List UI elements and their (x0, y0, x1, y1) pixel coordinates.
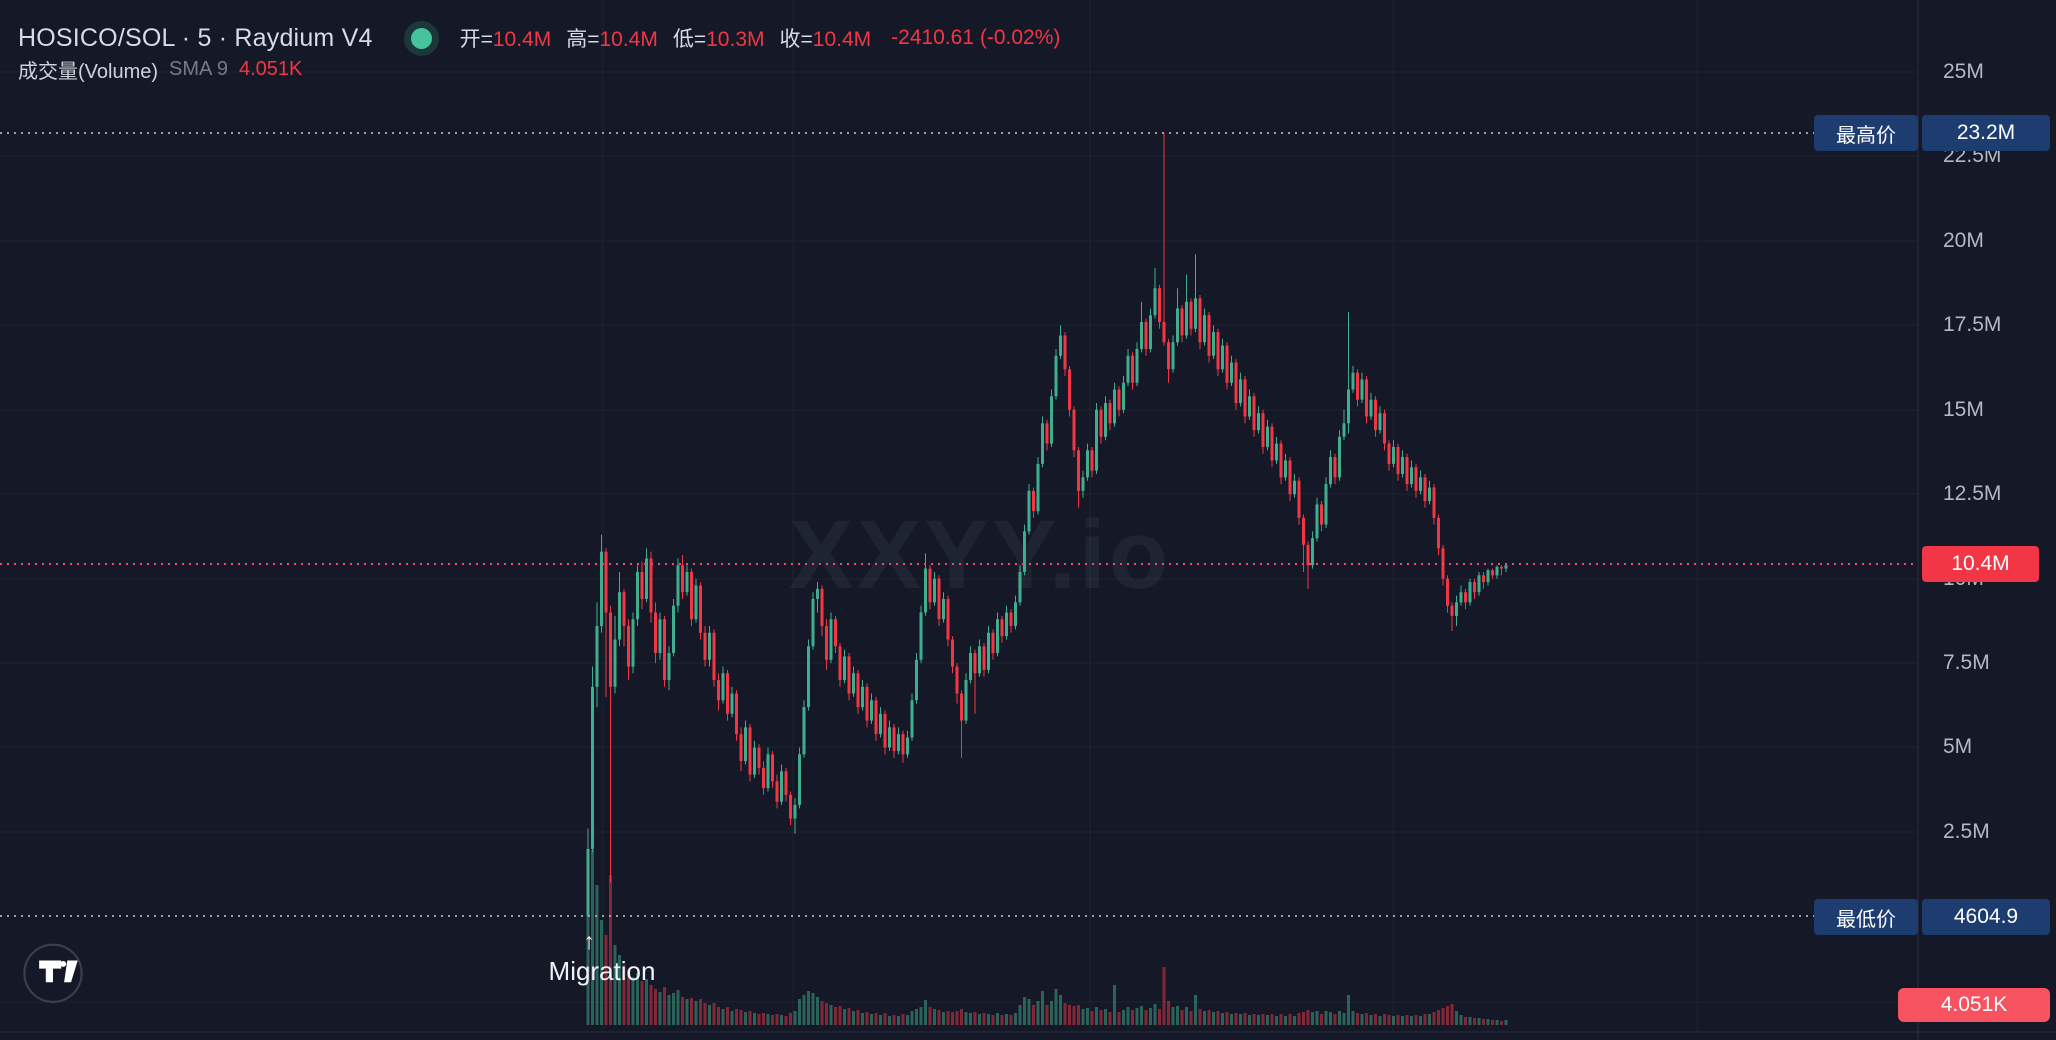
price-tick-label: 17.5M (1943, 313, 2002, 336)
open-value: 开=10.4M (459, 28, 552, 51)
logo-circle (23, 943, 83, 1003)
session-high-label-badge: 最高价 (1814, 115, 1918, 151)
migration-arrow-icon[interactable]: ↑ (583, 928, 595, 954)
volume-value-badge: 4.051K (1898, 988, 2050, 1022)
market-status-dot-icon (410, 27, 432, 49)
price-tick-label: 5M (1943, 735, 1973, 758)
symbol-legend: HOSICO/SOL · 5 · Raydium V4 开=10.4M 高=10… (18, 20, 1060, 56)
indicator-value: 4.051K (238, 57, 303, 80)
price-tick-label: 2.5M (1943, 820, 1990, 843)
price-tick-label: 12.5M (1943, 482, 2002, 505)
logo-t-glyph (39, 960, 62, 983)
tradingview-logo[interactable] (14, 936, 92, 1014)
indicator-name: 成交量(Volume) (18, 60, 159, 83)
logo-v-glyph (64, 960, 78, 983)
migration-annotation[interactable]: Migration (548, 956, 656, 986)
volume-indicator-legend[interactable]: 成交量(Volume) SMA 9 4.051K (18, 56, 303, 83)
price-tick-label: 20M (1943, 229, 1984, 252)
price-tick-label: 7.5M (1943, 651, 1990, 674)
logo-dot (60, 960, 67, 967)
indicator-params: SMA 9 (169, 57, 228, 80)
close-value: 收=10.4M (779, 28, 872, 51)
watermark: XXYY.io (789, 500, 1171, 609)
ohlc-values: 开=10.4M 高=10.4M 低=10.3M 收=10.4M (460, 23, 872, 53)
session-high-value-badge: 23.2M (1922, 115, 2050, 151)
symbol-title: HOSICO/SOL · 5 · Raydium V4 (18, 23, 373, 52)
session-low-label-badge: 最低价 (1814, 899, 1918, 935)
price-tick-label: 15M (1943, 398, 1984, 421)
high-value: 高=10.4M (566, 28, 658, 51)
low-value: 低=10.3M (672, 28, 765, 51)
last-price-badge: 10.4M (1922, 546, 2039, 582)
session-low-value-badge: 4604.9 (1922, 899, 2050, 935)
price-change: -2410.61 (-0.02%) (891, 26, 1061, 49)
price-tick-label: 25M (1943, 60, 1984, 83)
